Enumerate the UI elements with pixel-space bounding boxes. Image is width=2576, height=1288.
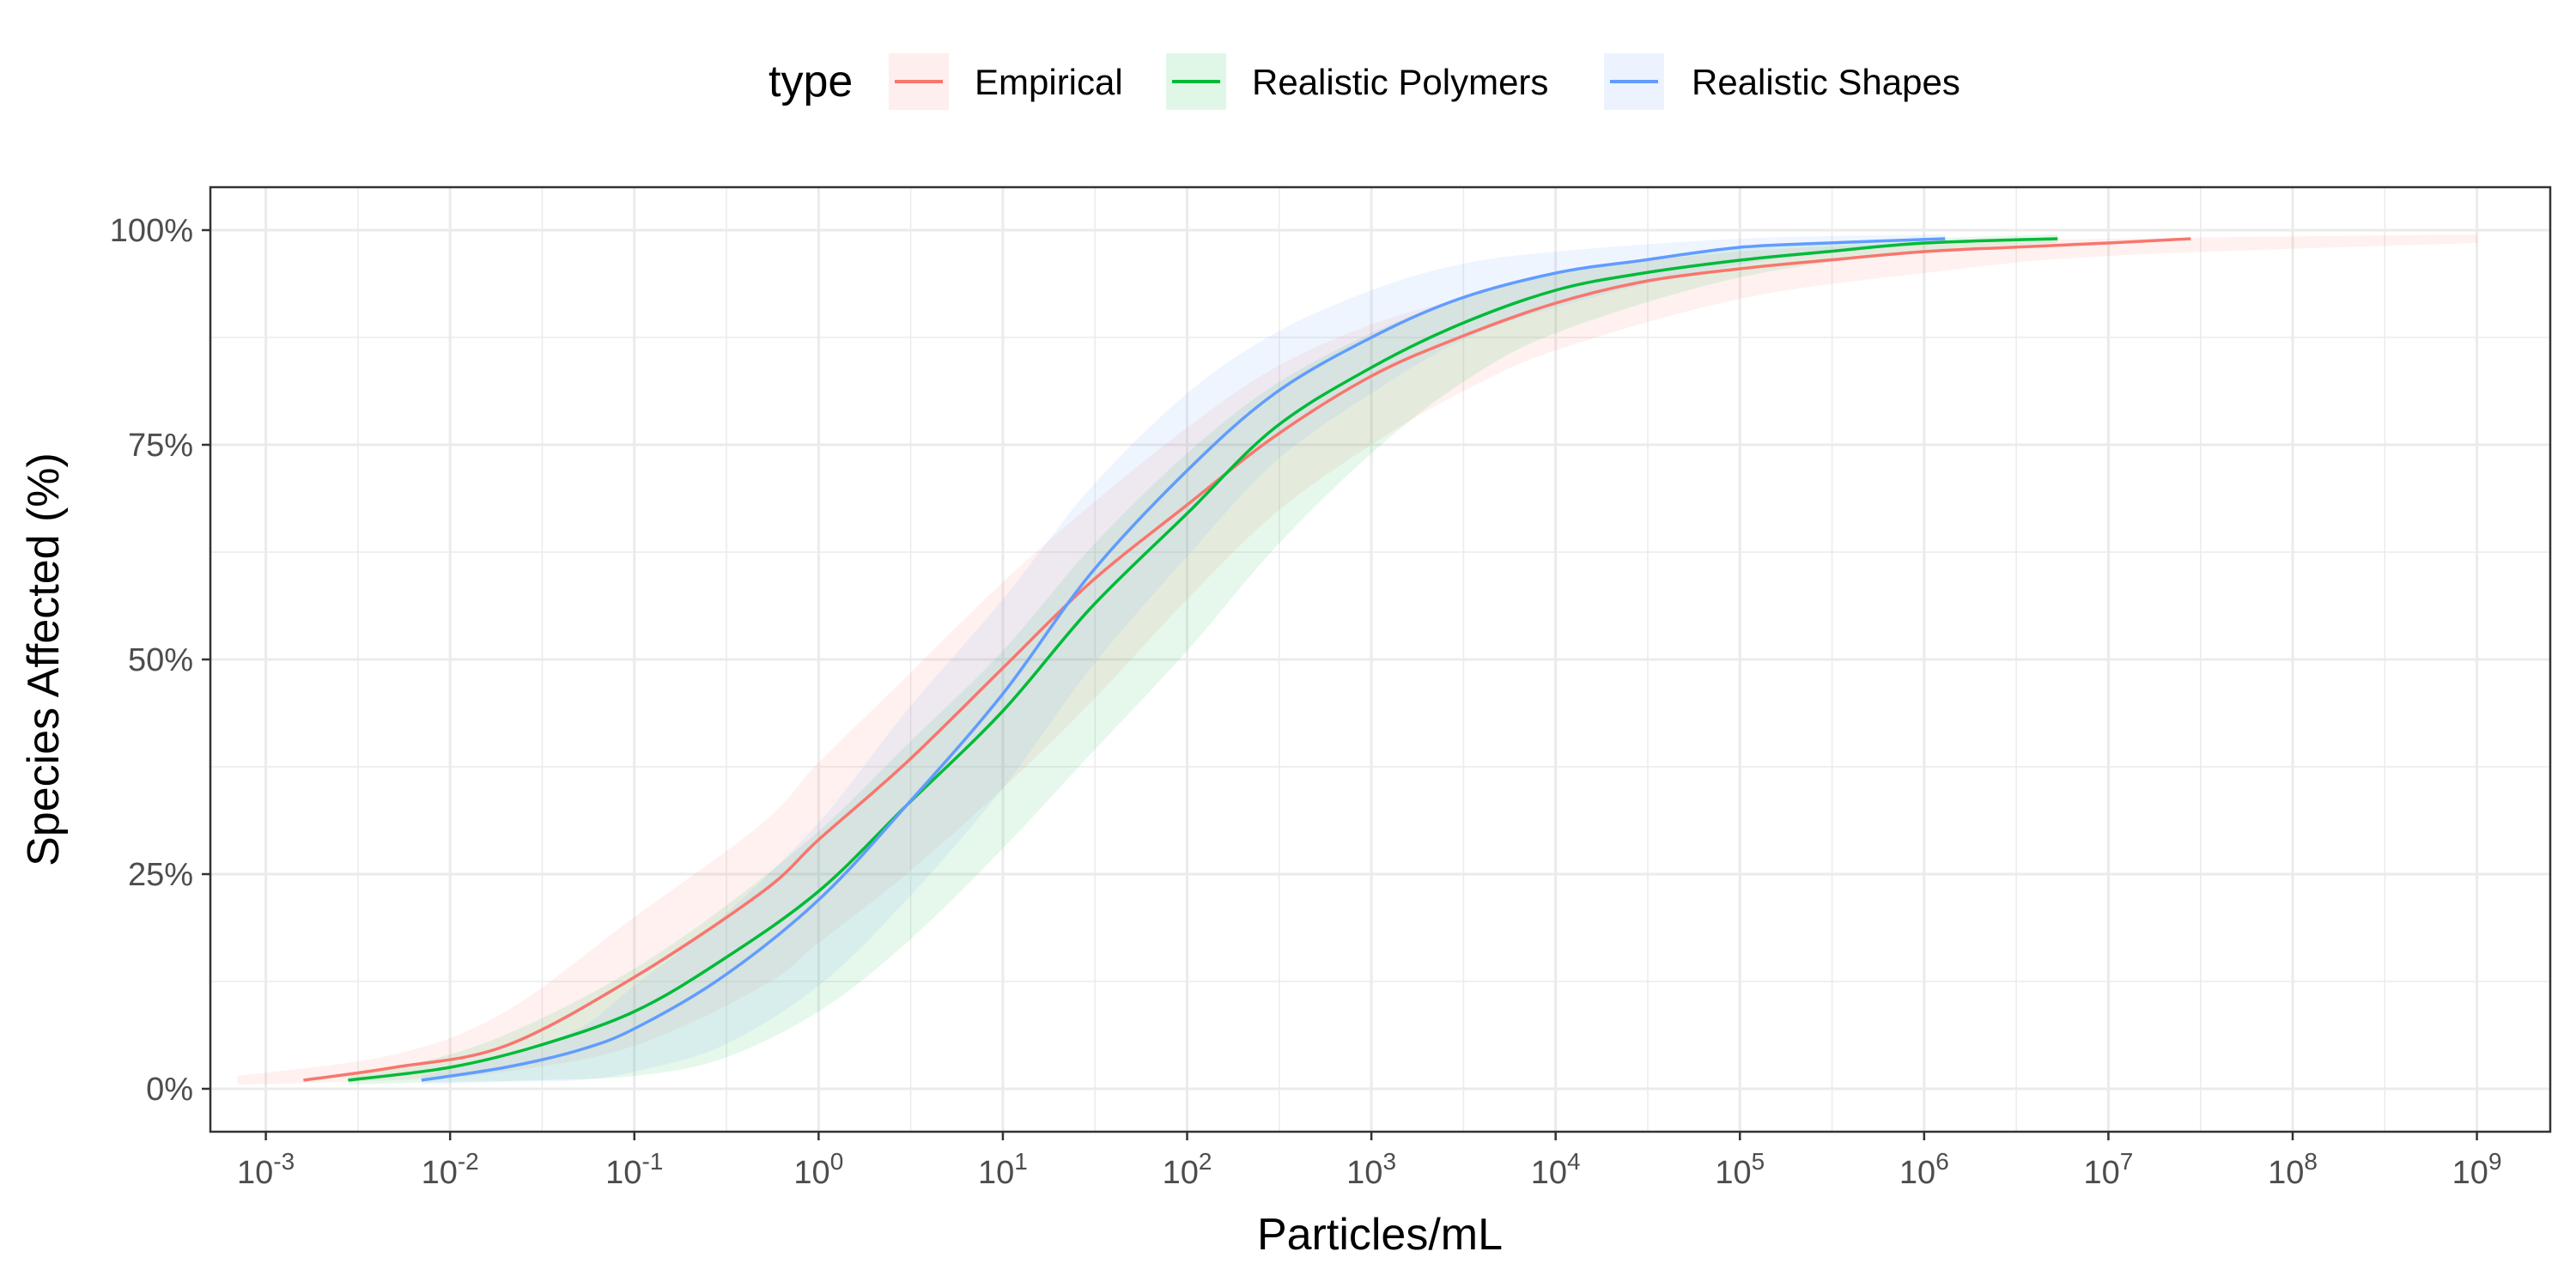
x-tick-label: 10-1 xyxy=(605,1148,663,1191)
legend-label-realistic-polymers: Realistic Polymers xyxy=(1252,62,1548,102)
x-tick-exponent: -3 xyxy=(273,1148,295,1175)
x-tick-exponent: 8 xyxy=(2304,1148,2318,1175)
x-tick-label: 105 xyxy=(1715,1148,1765,1191)
x-tick-base: 10 xyxy=(793,1155,829,1191)
x-axis: 10-3 10-2 10-1 100 101 102 103 104 105 106 107 108 1… xyxy=(237,1132,2502,1191)
x-axis-title: Particles/mL xyxy=(1257,1210,1503,1260)
x-tick-exponent: 4 xyxy=(1567,1148,1581,1175)
x-tick-label: 104 xyxy=(1531,1148,1581,1191)
legend-title: type xyxy=(769,57,853,106)
legend-item-realistic-polymers: Realistic Polymers xyxy=(1166,53,1548,110)
x-tick-exponent: 5 xyxy=(1752,1148,1765,1175)
x-tick-base: 10 xyxy=(1163,1155,1199,1191)
x-tick-label: 102 xyxy=(1163,1148,1212,1191)
x-tick-base: 10 xyxy=(2084,1155,2120,1191)
confidence-band-realistic-polymers xyxy=(348,234,2058,1084)
x-tick-base: 10 xyxy=(422,1155,458,1191)
y-axis: 0% 25% 50% 75% 100% xyxy=(110,213,210,1108)
x-tick-label: 10-3 xyxy=(237,1148,295,1191)
x-tick-label: 109 xyxy=(2452,1148,2502,1191)
confidence-band-empirical xyxy=(237,234,2477,1084)
x-tick-label: 106 xyxy=(1899,1148,1949,1191)
x-tick-label: 103 xyxy=(1346,1148,1396,1191)
x-tick-exponent: 0 xyxy=(830,1148,844,1175)
x-tick-label: 100 xyxy=(793,1148,843,1191)
x-tick-label: 107 xyxy=(2084,1148,2134,1191)
x-tick-label: 101 xyxy=(978,1148,1028,1191)
x-tick-exponent: 3 xyxy=(1382,1148,1396,1175)
series-line-realistic-shapes xyxy=(421,237,1946,1082)
series-lines xyxy=(303,237,2191,1082)
y-tick-label: 0% xyxy=(146,1072,193,1108)
x-tick-base: 10 xyxy=(1531,1155,1567,1191)
y-tick-label: 100% xyxy=(110,213,193,249)
x-tick-base: 10 xyxy=(2452,1155,2488,1191)
confidence-bands xyxy=(237,234,2477,1084)
y-axis-title: Species Affected (%) xyxy=(19,453,69,866)
x-tick-label: 108 xyxy=(2268,1148,2318,1191)
legend-label-empirical: Empirical xyxy=(975,62,1123,102)
grid-major xyxy=(210,187,2550,1132)
x-tick-exponent: -2 xyxy=(458,1148,479,1175)
x-tick-exponent: -1 xyxy=(641,1148,663,1175)
legend-item-realistic-shapes: Realistic Shapes xyxy=(1604,53,1960,110)
x-tick-exponent: 9 xyxy=(2488,1148,2502,1175)
legend: type Empirical Realistic Polymers Realis… xyxy=(769,53,1960,110)
x-tick-base: 10 xyxy=(605,1155,641,1191)
x-tick-base: 10 xyxy=(237,1155,273,1191)
x-tick-base: 10 xyxy=(1715,1155,1751,1191)
x-tick-exponent: 2 xyxy=(1199,1148,1212,1175)
x-tick-base: 10 xyxy=(978,1155,1014,1191)
legend-label-realistic-shapes: Realistic Shapes xyxy=(1692,62,1960,102)
confidence-band-realistic-shapes xyxy=(421,234,1946,1084)
x-tick-label: 10-2 xyxy=(422,1148,479,1191)
series-line-realistic-polymers xyxy=(348,237,2058,1082)
x-tick-base: 10 xyxy=(1899,1155,1935,1191)
y-tick-label: 50% xyxy=(128,642,193,678)
series-line-empirical xyxy=(303,237,2191,1082)
legend-item-empirical: Empirical xyxy=(889,53,1123,110)
x-tick-base: 10 xyxy=(2268,1155,2304,1191)
x-tick-exponent: 7 xyxy=(2120,1148,2134,1175)
x-tick-exponent: 1 xyxy=(1014,1148,1028,1175)
y-tick-label: 75% xyxy=(128,428,193,464)
x-tick-exponent: 6 xyxy=(1935,1148,1949,1175)
y-tick-label: 25% xyxy=(128,857,193,893)
x-tick-base: 10 xyxy=(1346,1155,1382,1191)
